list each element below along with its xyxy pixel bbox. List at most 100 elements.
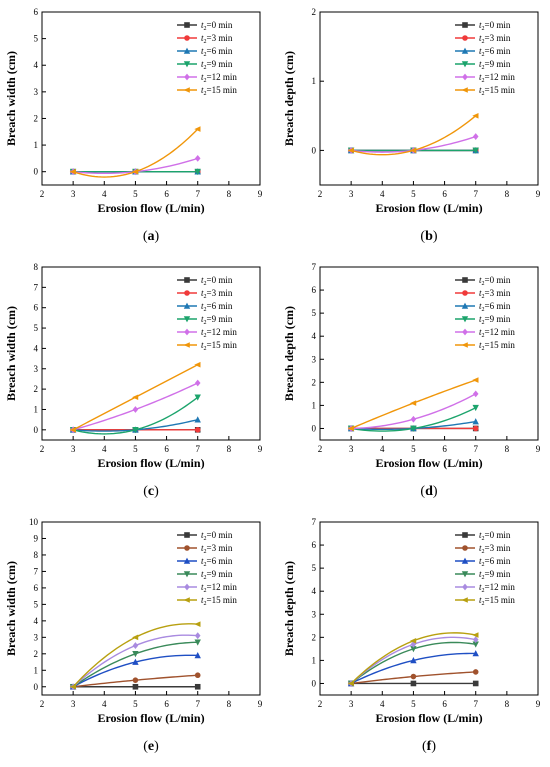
y-tick-label: 8 [34,550,39,560]
legend-label: t2=12 min [201,582,237,594]
legend-label: t2=0 min [201,530,233,542]
plot-frame [41,266,261,441]
legend-marker [461,571,469,578]
x-tick-label: 6 [164,189,169,199]
legend-marker [184,545,190,551]
data-point [194,621,201,627]
y-tick-label: 0 [34,682,39,692]
x-axis-title: Erosion flow (L/min) [97,711,204,725]
y-axis-title: Breach depth (cm) [282,561,296,656]
panel-label: (a) [143,229,160,244]
series-5 [347,377,479,432]
x-tick-label: 9 [536,189,541,199]
data-point [472,632,479,638]
y-tick-label: 4 [312,331,317,341]
y-tick-label: 0 [312,678,317,688]
y-tick-label: 2 [312,632,317,642]
x-tick-label: 7 [195,189,200,199]
x-tick-label: 3 [349,189,354,199]
data-point [132,634,139,641]
y-tick-label: 2 [34,113,39,123]
x-tick-label: 9 [536,699,541,709]
y-tick-label: 7 [312,517,317,527]
y-axis-title: Breach depth (cm) [282,51,296,146]
legend-marker [184,532,190,538]
data-point [194,632,201,640]
chart-panel-b: 2 3 4 5 6 7 8 9 0 1 2 Erosion flow (L/min) Breach de… [282,7,541,244]
data-point [132,394,139,401]
y-tick-label: 9 [34,533,39,543]
y-tick-label: 3 [312,609,317,619]
legend-marker [184,35,190,41]
x-axis-title: Erosion flow (L/min) [97,201,204,215]
legend-label: t2=3 min [201,288,233,300]
y-tick-label: 4 [312,586,317,596]
data-point [69,683,76,690]
series-5 [69,621,201,690]
legend-label: t2=0 min [479,530,511,542]
chart-panel-c: 2 3 4 5 6 7 8 9 0 1 2 3 4 5 6 7 8 Erosion flow (L/min) Bre… [4,262,263,499]
legend-marker [462,277,468,283]
x-tick-label: 5 [411,189,416,199]
series-5 [347,113,479,156]
x-tick-label: 3 [71,699,76,709]
legend-label: t2=12 min [201,327,237,339]
legend-marker [461,61,469,68]
y-tick-label: 2 [312,7,317,17]
data-point [194,394,201,401]
legend-label: t2=0 min [479,275,511,287]
x-tick-label: 8 [227,444,232,454]
legend-marker [183,571,191,578]
legend-marker [462,290,468,296]
chart-panel-f: 2 3 4 5 6 7 8 9 0 1 2 3 4 5 6 7 Erosion flow (L/min) Brea… [282,517,541,754]
data-point [472,404,479,412]
y-tick-label: 5 [34,323,39,333]
legend-label: t2=12 min [479,327,515,339]
x-tick-label: 8 [227,189,232,199]
data-point [410,400,417,406]
data-point [472,650,479,657]
legend-label: t2=0 min [201,20,233,32]
x-tick-label: 5 [133,444,138,454]
legend-marker [461,87,468,93]
x-tick-label: 5 [133,699,138,709]
legend-label: t2=6 min [201,46,233,58]
legend-label: t2=9 min [201,314,233,326]
y-tick-label: 2 [312,377,317,387]
x-tick-label: 7 [195,444,200,454]
plot-frame [41,521,261,696]
chart-panel-e: 2 3 4 5 6 7 8 9 0 1 2 3 4 5 6 7 8 9 10 Erosion flow (L/min)… [4,517,263,754]
data-point [472,133,479,140]
legend-label: t2=9 min [479,59,511,71]
x-tick-label: 5 [411,699,416,709]
y-tick-label: 5 [312,308,317,318]
data-point [194,361,201,368]
data-point [69,427,76,433]
data-point [132,658,139,665]
legend-label: t2=3 min [479,288,511,300]
x-tick-label: 6 [442,189,447,199]
legend-label: t2=3 min [201,33,233,45]
legend-label: t2=6 min [201,301,233,313]
legend-marker [183,597,190,603]
series-3 [347,641,479,687]
legend-label: t2=15 min [201,595,237,607]
data-point [410,646,417,653]
x-tick-label: 8 [505,189,510,199]
legend-label: t2=0 min [201,275,233,287]
y-tick-label: 3 [34,364,39,374]
x-tick-label: 6 [164,699,169,709]
y-tick-label: 4 [34,60,39,70]
legend-marker [461,557,469,564]
data-point [347,147,354,154]
y-tick-label: 5 [34,599,39,609]
legend-label: t2=9 min [479,569,511,581]
legend-marker [184,583,190,591]
y-tick-label: 0 [34,167,39,177]
plot-frame [319,266,539,441]
legend-label: t2=6 min [479,301,511,313]
data-point [132,651,139,658]
legend-marker [183,87,190,93]
x-tick-label: 9 [536,444,541,454]
